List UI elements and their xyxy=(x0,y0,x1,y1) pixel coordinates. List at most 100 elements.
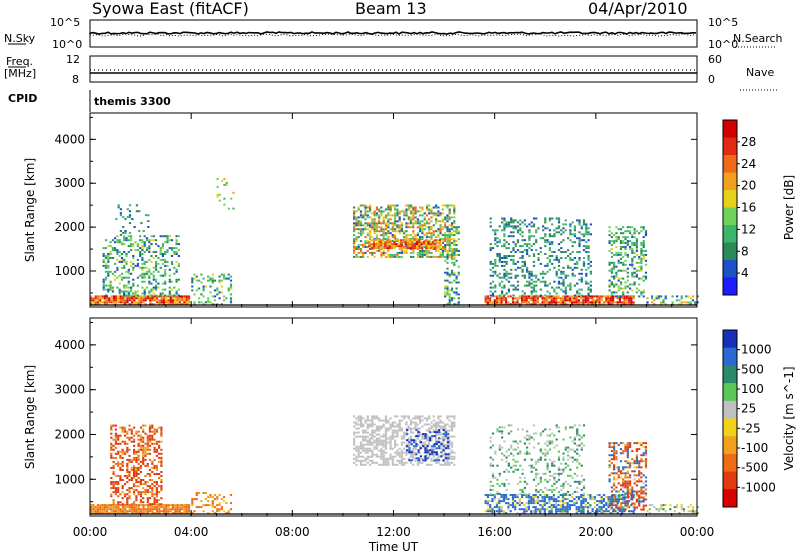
range-cell xyxy=(431,243,435,246)
range-cell xyxy=(453,234,456,237)
range-cell xyxy=(144,424,147,427)
range-cell xyxy=(114,446,117,449)
range-cell xyxy=(528,438,531,441)
range-cell xyxy=(628,303,631,306)
range-cell xyxy=(593,301,596,304)
range-cell xyxy=(605,295,608,298)
range-cell xyxy=(162,299,165,302)
range-cell xyxy=(442,445,445,448)
range-cell xyxy=(569,225,572,228)
range-cell xyxy=(391,226,394,229)
range-cell xyxy=(110,495,113,498)
range-cell xyxy=(92,301,95,304)
range-cell xyxy=(164,251,167,253)
range-cell xyxy=(96,301,99,304)
range-cell xyxy=(530,466,533,469)
range-cell xyxy=(225,181,228,184)
range-cell xyxy=(505,478,508,481)
range-cell xyxy=(450,261,454,264)
range-cell xyxy=(366,228,369,231)
range-cell xyxy=(116,249,119,252)
range-cell xyxy=(123,284,126,287)
range-cell xyxy=(539,458,542,461)
range-cell xyxy=(96,295,99,298)
range-cell xyxy=(564,219,567,222)
range-cell xyxy=(564,428,567,431)
range-cell xyxy=(369,206,372,209)
range-cell xyxy=(441,421,444,424)
range-cell xyxy=(439,463,442,466)
range-cell xyxy=(505,303,508,306)
range-cell xyxy=(632,512,635,515)
range-cell xyxy=(378,429,381,432)
range-cell xyxy=(569,284,572,287)
range-cell xyxy=(364,214,367,217)
range-cell xyxy=(527,297,530,300)
range-cell xyxy=(514,288,517,291)
range-cell xyxy=(585,231,588,234)
range-cell xyxy=(101,512,104,515)
range-cell xyxy=(141,239,144,242)
range-cell xyxy=(448,244,451,246)
range-cell xyxy=(600,506,603,509)
range-cell xyxy=(582,512,585,515)
range-cell xyxy=(419,214,422,217)
range-cell xyxy=(105,508,109,511)
range-cell xyxy=(523,295,526,298)
range-cell xyxy=(158,301,161,304)
range-cell xyxy=(638,277,641,280)
range-cell xyxy=(384,429,388,432)
range-cell xyxy=(618,510,621,513)
range-cell xyxy=(414,222,417,225)
range-cell xyxy=(626,267,629,270)
range-cell xyxy=(373,228,376,231)
range-cell xyxy=(357,246,360,248)
range-cell xyxy=(382,253,385,256)
range-cell xyxy=(535,476,538,479)
range-cell xyxy=(516,299,519,302)
range-cell xyxy=(393,241,396,244)
range-cell xyxy=(216,287,219,290)
range-cell xyxy=(145,286,149,289)
range-cell xyxy=(384,222,388,225)
range-cell xyxy=(362,423,365,426)
range-cell xyxy=(562,452,565,455)
range-cell xyxy=(137,458,140,461)
range-cell xyxy=(218,502,221,505)
range-cell xyxy=(624,242,627,244)
range-cell xyxy=(144,512,147,515)
range-cell xyxy=(503,225,506,228)
range-cell xyxy=(564,229,567,232)
range-cell xyxy=(148,469,152,471)
range-cell xyxy=(498,512,501,515)
range-cell xyxy=(551,440,554,443)
range-cell xyxy=(567,454,570,457)
range-cell xyxy=(593,299,596,302)
range-cell xyxy=(130,458,133,461)
range-cell xyxy=(578,245,581,248)
range-cell xyxy=(389,228,392,231)
range-cell xyxy=(126,442,129,445)
range-cell xyxy=(423,222,426,225)
range-cell xyxy=(559,500,562,503)
range-cell xyxy=(381,243,385,246)
range-cell xyxy=(117,442,120,445)
range-cell xyxy=(453,230,456,233)
range-cell xyxy=(102,258,105,261)
range-cell xyxy=(353,240,356,243)
range-cell xyxy=(537,460,540,463)
range-cell xyxy=(229,494,233,496)
range-cell xyxy=(160,475,163,477)
range-cell xyxy=(532,478,536,481)
range-cell xyxy=(142,448,145,451)
range-cell xyxy=(525,301,528,304)
range-cell xyxy=(557,478,561,481)
range-cell xyxy=(121,506,125,509)
range-cell xyxy=(578,237,581,240)
range-cell xyxy=(498,225,501,228)
range-cell xyxy=(535,231,538,234)
range-cell xyxy=(437,417,440,420)
range-cell xyxy=(121,297,125,300)
range-cell xyxy=(391,429,394,432)
range-cell xyxy=(378,210,381,213)
